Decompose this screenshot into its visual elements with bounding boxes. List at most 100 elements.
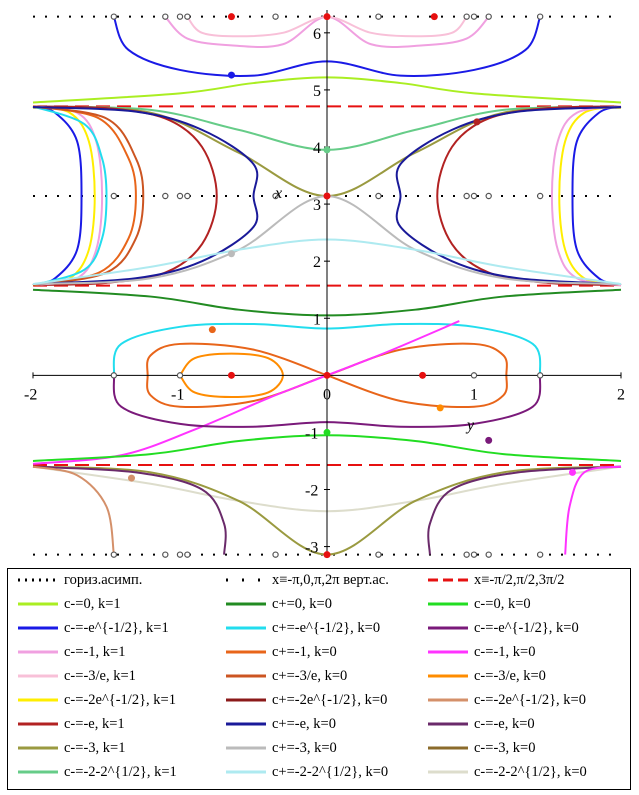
series-curve [558,105,622,287]
open-circle-marker [375,551,382,558]
legend-item: c-=-2-2^{1/2}, k=0 [428,763,587,781]
y-tick-label: 5 [313,83,321,100]
series-curve [32,105,96,287]
open-circle-marker [485,192,492,200]
data-point [227,13,235,21]
legend-item: c-=-e, k=1 [18,715,125,733]
open-circle-marker [184,192,191,200]
y-tick-label: -1 [305,425,318,442]
data-point [323,146,331,154]
legend-swatch [18,743,58,753]
open-circle-marker [536,13,544,20]
data-point [127,474,135,482]
series-curve [32,320,460,465]
legend-label: c+=-1, k=0 [272,643,337,660]
legend-swatch [428,671,468,681]
series-curve [427,465,622,555]
legend-item: c-=-1, k=1 [18,643,125,661]
legend-swatch [226,647,266,657]
legend-item: c+=-2-2^{1/2}, k=0 [226,763,388,781]
legend-label: c-=-2e^{-1/2}, k=1 [64,691,176,708]
legend-swatch [226,575,266,585]
legend-label: c+=0, k=0 [272,595,332,612]
legend-swatch [226,671,266,681]
y-axis-label: x [274,185,282,202]
legend-swatch [428,647,468,657]
legend-item: c+=-1, k=0 [226,643,337,661]
open-circle-marker [272,13,279,20]
legend-label: c-=-1, k=1 [64,643,126,660]
legend-label: x≡-π,0,π,2π верт.ас. [272,571,389,588]
open-circle-marker [536,551,544,558]
legend-item: c-=-1, k=0 [428,643,535,661]
open-circle-marker [184,13,191,20]
open-circle-marker [184,551,191,558]
data-point [227,71,235,79]
open-circle-marker [110,192,118,200]
data-point [430,13,438,21]
legend-item: гориз.асимп. [18,571,142,589]
x-tick-label: -1 [171,386,184,403]
open-circle-marker [470,192,478,200]
x-tick-label: 1 [470,386,478,403]
data-point [419,371,427,379]
legend-swatch [428,767,468,777]
legend-label: c+=-3/e, k=0 [272,667,348,684]
legend-swatch [18,767,58,777]
legend-swatch [18,719,58,729]
legend-item: c-=-2e^{-1/2}, k=1 [18,691,176,709]
y-tick-label: 1 [313,311,321,328]
legend-item: c-=-2-2^{1/2}, k=1 [18,763,177,781]
legend-label: c-=-1, k=0 [474,643,536,660]
legend-label: c-=-e, k=0 [474,715,535,732]
data-point [473,118,481,126]
data-point [227,250,235,258]
legend-label: c-=-2-2^{1/2}, k=0 [474,763,587,780]
legend-swatch [18,695,58,705]
open-circle-marker [536,372,544,379]
data-point [227,371,235,379]
legend-label: c+=-e, k=0 [272,715,336,732]
legend-label: c-=-2e^{-1/2}, k=0 [474,691,586,708]
open-circle-marker [485,551,492,558]
legend-swatch [428,599,468,609]
legend-label: c-=-3/e, k=1 [64,667,136,684]
legend-item: c+=-e, k=0 [226,715,336,733]
legend-swatch [18,647,58,657]
legend-label: c-=-e, k=1 [64,715,125,732]
data-point [323,551,331,559]
series-curve [395,106,622,285]
legend-label: x≡-π/2,π/2,3π/2 [474,571,565,588]
legend-label: c+=-e^{-1/2}, k=0 [272,619,381,636]
open-circle-marker [162,13,169,20]
data-point [323,428,331,436]
legend-label: c+=-3, k=0 [272,739,337,756]
legend-label: c-=-3, k=0 [474,739,536,756]
legend-item: c-=-2e^{-1/2}, k=0 [428,691,586,709]
legend-swatch [428,695,468,705]
open-circle-marker [176,192,184,200]
phase-plot: -2 -1 0 1 2 -3 -2 -1 1 2 3 4 5 6 y x [24,10,625,559]
legend-swatch [226,599,266,609]
horizontal-dotted-asymptotes [33,15,621,556]
axes [33,10,621,558]
series-curve [32,465,227,555]
legend-label: c+=-2e^{-1/2}, k=0 [272,691,388,708]
legend-swatch [428,575,468,585]
legend-item: c-=-e^{-1/2}, k=0 [428,619,579,637]
x-tick-label: -2 [24,386,37,403]
legend-swatch [428,743,468,753]
y-tick-label: 6 [313,26,321,43]
legend-item: c-=-e^{-1/2}, k=1 [18,619,169,637]
open-circle-marker [162,192,169,200]
open-circle-marker [272,192,279,200]
legend-swatch [226,695,266,705]
open-circle-marker [536,192,544,200]
open-circle-marker [463,551,470,558]
legend-swatch [18,671,58,681]
open-circle-marker [470,372,478,379]
marker-layer [110,13,576,559]
open-circle-marker [485,13,492,20]
legend-swatch [226,719,266,729]
open-circle-marker [110,372,118,379]
